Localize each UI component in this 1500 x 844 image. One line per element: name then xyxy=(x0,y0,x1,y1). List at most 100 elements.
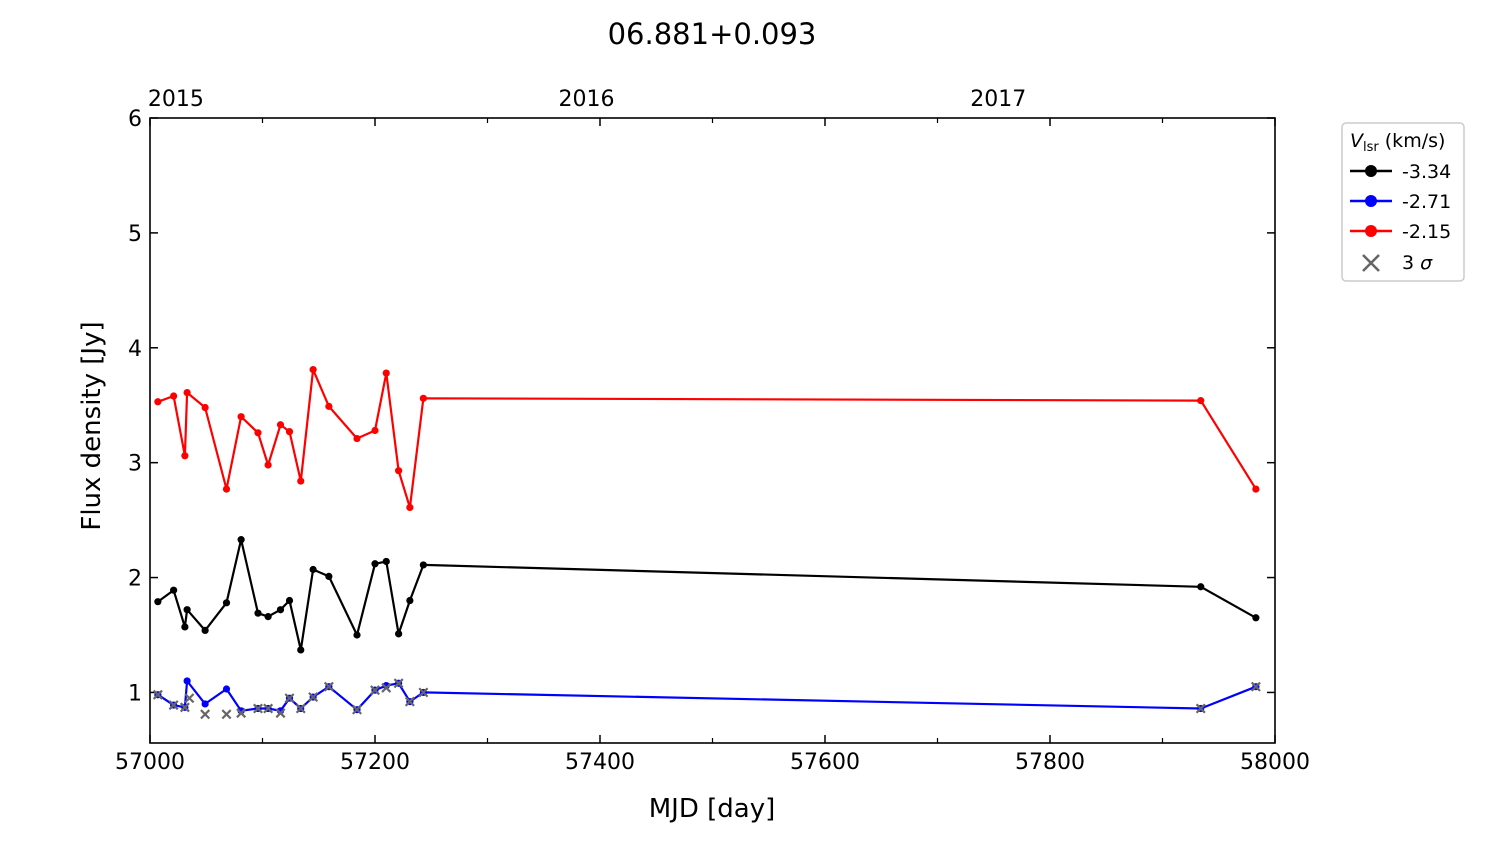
plot-layer: 57000 57200 57400 57600 57800 58000 2015 2016 20… xyxy=(115,87,1310,775)
data-point xyxy=(382,557,390,566)
data-point xyxy=(222,599,231,607)
sigma-marker xyxy=(263,703,274,714)
y-tick-label: 1 xyxy=(128,681,142,706)
data-point xyxy=(382,369,390,377)
legend-sigma-marker xyxy=(1362,254,1380,272)
legend-title-rest: (km/s) xyxy=(1379,130,1446,152)
sigma-marker xyxy=(152,689,163,700)
data-point xyxy=(325,402,333,410)
sigma-marker xyxy=(352,704,362,715)
data-point xyxy=(170,392,178,400)
legend-sigma-symbol: σ xyxy=(1420,252,1433,274)
data-point xyxy=(419,394,427,402)
sigma-marker xyxy=(200,709,211,720)
sigma-marker xyxy=(184,693,195,704)
sigma-marker xyxy=(370,685,380,696)
legend-marker xyxy=(1365,225,1377,237)
y-tick-label: 5 xyxy=(128,222,142,247)
data-point xyxy=(353,434,361,443)
legend-label: -2.15 xyxy=(1402,221,1451,243)
sigma-marker xyxy=(1250,681,1261,692)
data-point xyxy=(353,631,361,639)
sigma-marker xyxy=(275,708,286,719)
data-point xyxy=(237,413,245,421)
legend-label: -3.34 xyxy=(1402,161,1451,183)
data-point xyxy=(1252,485,1260,493)
legend-title-main: V xyxy=(1350,130,1365,152)
data-point xyxy=(285,428,294,436)
data-point xyxy=(222,685,231,693)
data-point xyxy=(154,598,162,606)
data-point xyxy=(395,467,403,475)
y-tick-label: 4 xyxy=(128,337,142,362)
data-point xyxy=(201,403,209,412)
y-tick-label: 2 xyxy=(128,567,142,592)
data-point xyxy=(325,572,333,581)
legend-title: Vlsr (km/s) xyxy=(1350,130,1445,155)
data-point xyxy=(237,536,245,544)
data-point xyxy=(297,646,305,654)
x-axis-label: MJD [day] xyxy=(649,794,776,824)
series-line-2 xyxy=(157,368,1257,509)
data-point xyxy=(201,700,209,708)
sigma-marker xyxy=(381,682,392,693)
y-tick-label: 6 xyxy=(128,107,142,132)
data-point xyxy=(1197,583,1205,591)
data-point xyxy=(181,623,189,631)
data-point xyxy=(1197,397,1205,405)
legend-marker xyxy=(1365,195,1377,207)
y-axis-label: Flux density [Jy] xyxy=(77,321,107,530)
data-point xyxy=(183,388,191,397)
data-point xyxy=(154,398,162,406)
data-point xyxy=(285,596,294,605)
x-tick-label: 57000 xyxy=(115,750,185,775)
data-point xyxy=(254,429,262,437)
x-tick-label: 57400 xyxy=(565,750,635,775)
data-point xyxy=(183,606,191,614)
data-point xyxy=(309,366,317,374)
sigma-marker xyxy=(295,703,306,714)
sigma-marker xyxy=(168,700,179,711)
data-point xyxy=(371,560,379,568)
legend-frame xyxy=(1341,122,1465,282)
series-line-1 xyxy=(157,679,1257,712)
top-year-label: 2015 xyxy=(148,87,204,112)
data-point xyxy=(395,630,403,638)
data-point xyxy=(201,626,209,635)
top-year-label: 2016 xyxy=(559,87,615,112)
x-tick-label: 57800 xyxy=(1015,750,1085,775)
legend-sigma-prefix: 3 xyxy=(1402,252,1420,274)
data-point xyxy=(276,606,285,614)
data-point xyxy=(419,561,427,569)
sigma-marker xyxy=(221,709,232,720)
data-point xyxy=(406,503,414,512)
sigma-marker xyxy=(236,708,247,719)
data-point xyxy=(276,421,285,429)
data-point xyxy=(170,586,178,594)
sigma-marker xyxy=(284,693,295,704)
sigma-marker xyxy=(253,703,263,714)
top-year-label: 2017 xyxy=(970,87,1026,112)
x-tick-label: 57200 xyxy=(340,750,410,775)
sigma-marker xyxy=(418,687,429,698)
data-point xyxy=(297,477,305,485)
x-tick-label: 58000 xyxy=(1240,750,1310,775)
data-point xyxy=(264,461,272,469)
legend-title-sub: lsr xyxy=(1363,140,1379,155)
sigma-marker xyxy=(1195,703,1206,714)
data-point xyxy=(406,596,414,605)
data-point xyxy=(222,485,231,493)
x-tick-label: 57600 xyxy=(790,750,860,775)
data-point xyxy=(264,613,272,621)
sigma-marker xyxy=(308,692,319,703)
sigma-marker xyxy=(323,681,334,692)
legend-label-sigma: 3 σ xyxy=(1402,252,1433,274)
data-point xyxy=(309,565,317,574)
data-point xyxy=(1252,614,1260,622)
y-tick-label: 3 xyxy=(128,452,142,477)
plot-frame xyxy=(149,117,1276,744)
legend-entries: -3.34 -2.71 -2.15 xyxy=(1350,161,1451,272)
legend-marker xyxy=(1365,165,1377,177)
